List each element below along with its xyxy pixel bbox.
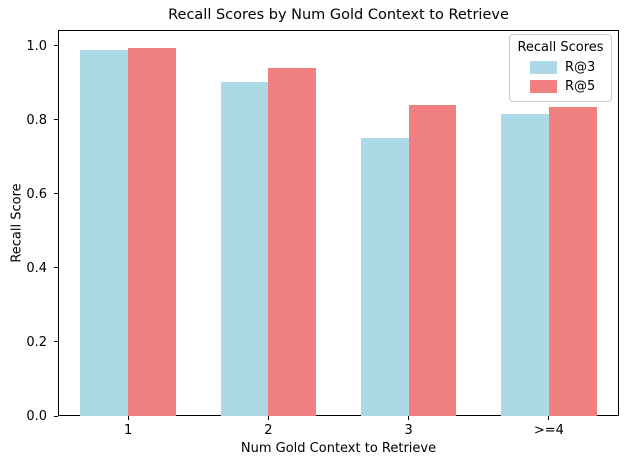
legend-item-R@5: R@5	[516, 79, 605, 94]
bar-R@5-group1	[128, 47, 176, 416]
x-tick-label: >=4	[533, 423, 564, 438]
y-tick-label: 0.6	[26, 186, 47, 202]
x-tick-label: 2	[264, 423, 273, 438]
legend-item-R@3: R@3	[516, 60, 605, 75]
legend-swatch-R@5	[530, 80, 557, 93]
legend-swatch-R@3	[530, 61, 557, 74]
x-tick-mark	[548, 416, 550, 420]
legend-label-R@5: R@5	[565, 79, 596, 94]
bar-R@3-group3	[360, 138, 409, 416]
y-tick-label: 1.0	[26, 38, 47, 54]
y-tick-mark	[54, 193, 58, 195]
x-tick-label: 3	[404, 423, 413, 438]
x-tick-mark	[267, 416, 269, 420]
y-tick-label: 0.8	[26, 112, 47, 128]
legend-label-R@3: R@3	[565, 60, 596, 75]
y-tick-label: 0.4	[26, 260, 47, 276]
bar-R@3-group1	[80, 50, 129, 416]
bar-R@3-group2	[220, 82, 269, 416]
legend: Recall Scores R@3 R@5	[509, 34, 612, 102]
y-tick-label: 0.0	[26, 409, 47, 424]
y-tick-mark	[54, 415, 58, 417]
bar-R@5-group2	[268, 67, 317, 416]
legend-items: R@3 R@5	[516, 60, 605, 94]
chart-title: Recall Scores by Num Gold Context to Ret…	[168, 7, 509, 23]
y-tick-mark	[54, 341, 58, 343]
x-axis-label: Num Gold Context to Retrieve	[240, 441, 437, 456]
bar-R@5-group3	[408, 105, 457, 416]
y-tick-mark	[54, 45, 58, 47]
y-tick-label: 0.2	[26, 334, 47, 350]
bar-R@3-group4	[501, 113, 549, 416]
bar-R@5-group4	[548, 106, 597, 416]
x-tick-label: 1	[123, 423, 133, 438]
y-tick-mark	[54, 119, 58, 121]
x-tick-mark	[127, 416, 129, 420]
legend-title: Recall Scores	[517, 40, 604, 55]
x-tick-mark	[408, 416, 410, 420]
y-tick-mark	[54, 267, 58, 269]
